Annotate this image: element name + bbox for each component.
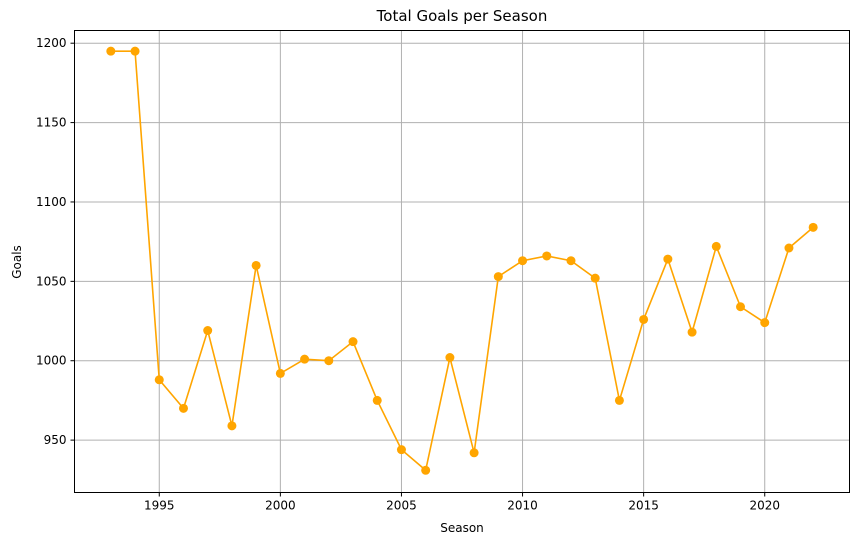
data-point <box>106 46 116 56</box>
data-point <box>590 273 600 283</box>
data-point <box>251 260 261 270</box>
data-point <box>178 403 188 413</box>
y-tick-label: 1150 <box>36 116 67 130</box>
series-total-goals <box>106 46 818 475</box>
data-point <box>736 302 746 312</box>
plot-frame <box>74 30 850 493</box>
data-point <box>348 337 358 347</box>
data-point <box>227 421 237 431</box>
data-point <box>493 272 503 282</box>
x-tick-label: 2010 <box>507 499 538 513</box>
data-point <box>711 241 721 251</box>
grid-lines <box>74 30 850 493</box>
data-point <box>760 318 770 328</box>
data-point <box>203 326 213 336</box>
data-point <box>324 356 334 366</box>
data-point <box>396 445 406 455</box>
series-line <box>110 50 814 472</box>
data-point <box>372 395 382 405</box>
data-point <box>542 251 552 261</box>
y-tick-label: 1050 <box>36 274 67 288</box>
data-point <box>154 375 164 385</box>
chart-title: Total Goals per Season <box>376 7 548 25</box>
x-tick-label: 1995 <box>144 499 175 513</box>
data-point <box>421 465 431 475</box>
y-tick-label: 1200 <box>36 36 67 50</box>
data-point <box>518 256 528 266</box>
y-tick-label: 950 <box>44 433 67 447</box>
data-point <box>784 243 794 253</box>
data-point <box>687 327 697 337</box>
data-point <box>614 395 624 405</box>
data-point <box>566 256 576 266</box>
data-point <box>300 354 310 364</box>
x-axis-label: Season <box>440 521 484 535</box>
data-point <box>130 46 140 56</box>
axis-ticks: 1995 2000 2005 2010 2015 2020 950 1000 1050 1100 1… <box>36 36 780 512</box>
x-tick-label: 2020 <box>749 499 780 513</box>
x-tick-label: 2005 <box>386 499 417 513</box>
x-tick-label: 2000 <box>265 499 296 513</box>
data-point <box>275 368 285 378</box>
x-tick-label: 2015 <box>628 499 659 513</box>
data-point <box>808 222 818 232</box>
y-tick-label: 1100 <box>36 195 67 209</box>
data-point <box>445 353 455 363</box>
data-point <box>639 314 649 324</box>
y-tick-label: 1000 <box>36 354 67 368</box>
y-axis-label: Goals <box>10 245 24 279</box>
data-point <box>469 448 479 458</box>
data-point <box>663 254 673 264</box>
